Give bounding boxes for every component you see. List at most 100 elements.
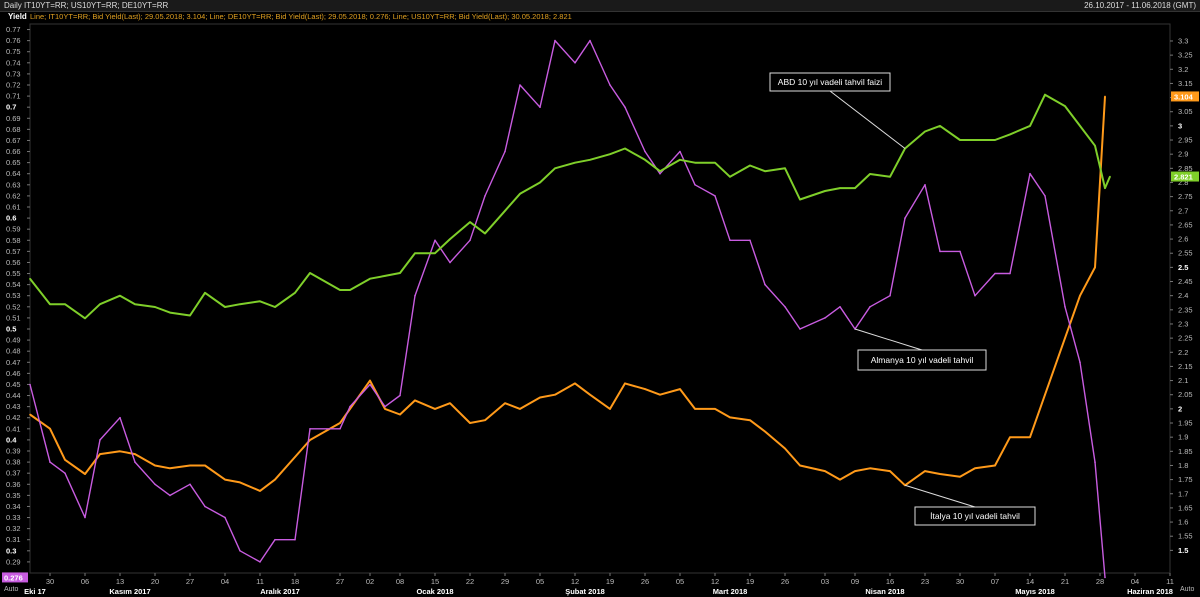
series-point-0 <box>1044 393 1046 396</box>
series-point-0 <box>1029 436 1031 439</box>
series-point-0 <box>1094 266 1096 269</box>
left-tick-label: 0.65 <box>6 158 21 167</box>
x-day-tick-label: 28 <box>1096 577 1104 586</box>
right-tick-label: 2.25 <box>1178 334 1193 343</box>
left-axis-auto-button[interactable]: Auto <box>4 586 19 593</box>
x-day-tick-label: 02 <box>366 577 374 586</box>
right-tick-label: 2.2 <box>1178 348 1188 357</box>
series-point-1 <box>119 416 121 419</box>
left-tick-label: 0.49 <box>6 336 21 345</box>
right-current-value-label: 3.104 <box>1174 92 1194 101</box>
series-point-0 <box>29 413 31 416</box>
series-point-2 <box>204 292 206 294</box>
left-tick-label: 0.47 <box>6 358 21 367</box>
series-point-2 <box>824 190 826 192</box>
x-day-tick-label: 30 <box>956 577 964 586</box>
right-tick-label: 1.8 <box>1178 461 1188 470</box>
series-point-2 <box>1064 105 1066 107</box>
x-day-tick-label: 30 <box>46 577 54 586</box>
series-point-0 <box>134 453 136 455</box>
chart-date-range: 26.10.2017 - 11.06.2018 (GMT) <box>1084 1 1196 10</box>
series-point-2 <box>484 232 486 235</box>
callout-box <box>769 72 891 92</box>
series-point-2 <box>554 167 556 170</box>
series-point-2 <box>539 181 541 184</box>
series-point-2 <box>609 153 611 155</box>
series-point-1 <box>994 272 996 275</box>
chart-instruments-title: Daily IT10YT=RR; US10YT=RR; DE10YT=RR <box>4 1 169 10</box>
series-point-2 <box>309 272 311 274</box>
left-tick-label: 0.62 <box>6 191 21 200</box>
series-point-2 <box>799 198 801 201</box>
series-point-1 <box>1104 576 1106 579</box>
series-point-0 <box>729 416 731 419</box>
series-point-1 <box>554 39 556 42</box>
series-point-1 <box>339 428 341 430</box>
left-tick-label: 0.34 <box>6 502 21 511</box>
series-point-1 <box>1094 461 1096 463</box>
left-tick-label: 0.67 <box>6 136 21 145</box>
series-point-1 <box>294 538 296 541</box>
right-current-value-badge <box>1171 91 1199 102</box>
x-day-tick-label: 16 <box>886 577 894 586</box>
x-day-tick-label: 05 <box>536 577 544 586</box>
series-point-2 <box>384 275 386 277</box>
right-tick-label: 2.15 <box>1178 362 1193 371</box>
series-point-1 <box>1009 272 1011 275</box>
series-point-1 <box>889 294 891 297</box>
left-tick-label: 0.56 <box>6 258 21 267</box>
series-point-1 <box>694 184 696 186</box>
series-point-0 <box>694 408 696 410</box>
series-point-0 <box>189 464 191 467</box>
series-legend-text: Line; IT10YT=RR; Bid Yield(Last); 29.05.… <box>30 12 572 21</box>
series-point-1 <box>679 150 681 153</box>
series-point-0 <box>994 464 996 467</box>
series-point-0 <box>224 478 226 481</box>
series-point-2 <box>339 289 341 291</box>
right-tick-label: 1.6 <box>1178 518 1188 527</box>
callout-leader-line <box>854 328 923 351</box>
series-point-0 <box>469 422 471 424</box>
series-point-0 <box>869 467 871 470</box>
chart-header-bar: Daily IT10YT=RR; US10YT=RR; DE10YT=RR 26… <box>0 0 1200 12</box>
x-day-tick-label: 04 <box>221 577 229 586</box>
series-point-0 <box>589 393 591 396</box>
series-point-1 <box>1079 361 1081 364</box>
left-tick-label: 0.72 <box>6 81 21 90</box>
series-point-2 <box>99 303 101 306</box>
series-point-2 <box>1044 93 1046 96</box>
series-point-1 <box>64 472 66 475</box>
series-point-2 <box>1109 175 1111 178</box>
series-point-1 <box>349 405 351 408</box>
series-point-1 <box>729 239 731 242</box>
series-point-1 <box>239 550 241 552</box>
series-point-0 <box>274 478 276 481</box>
series-point-1 <box>764 283 766 286</box>
right-tick-label: 2.45 <box>1178 277 1193 286</box>
series-point-0 <box>644 388 646 390</box>
series-point-0 <box>1009 436 1011 439</box>
left-tick-label: 0.36 <box>6 480 21 489</box>
series-point-1 <box>449 261 451 264</box>
x-day-tick-label: 07 <box>991 577 999 586</box>
x-day-tick-label: 03 <box>821 577 829 586</box>
x-month-label: Mayıs 2018 <box>1015 587 1055 596</box>
series-point-0 <box>119 450 121 453</box>
right-tick-label: 2.35 <box>1178 305 1193 314</box>
left-tick-label: 0.7 <box>6 103 16 112</box>
series-point-0 <box>799 464 801 467</box>
series-point-0 <box>204 464 206 467</box>
left-tick-label: 0.44 <box>6 391 21 400</box>
series-point-0 <box>239 481 241 484</box>
left-current-value-label: 0.276 <box>4 573 23 582</box>
right-tick-label: 2.75 <box>1178 192 1193 201</box>
series-point-1 <box>369 383 371 386</box>
right-tick-label: 2.6 <box>1178 235 1188 244</box>
series-point-0 <box>1079 294 1081 297</box>
right-axis-auto-button[interactable]: Auto <box>1180 586 1195 593</box>
left-tick-label: 0.31 <box>6 535 21 544</box>
x-day-tick-label: 21 <box>1061 577 1069 586</box>
right-tick-label: 2.55 <box>1178 249 1193 258</box>
series-point-1 <box>84 516 86 519</box>
right-tick-label: 2.5 <box>1178 263 1188 272</box>
